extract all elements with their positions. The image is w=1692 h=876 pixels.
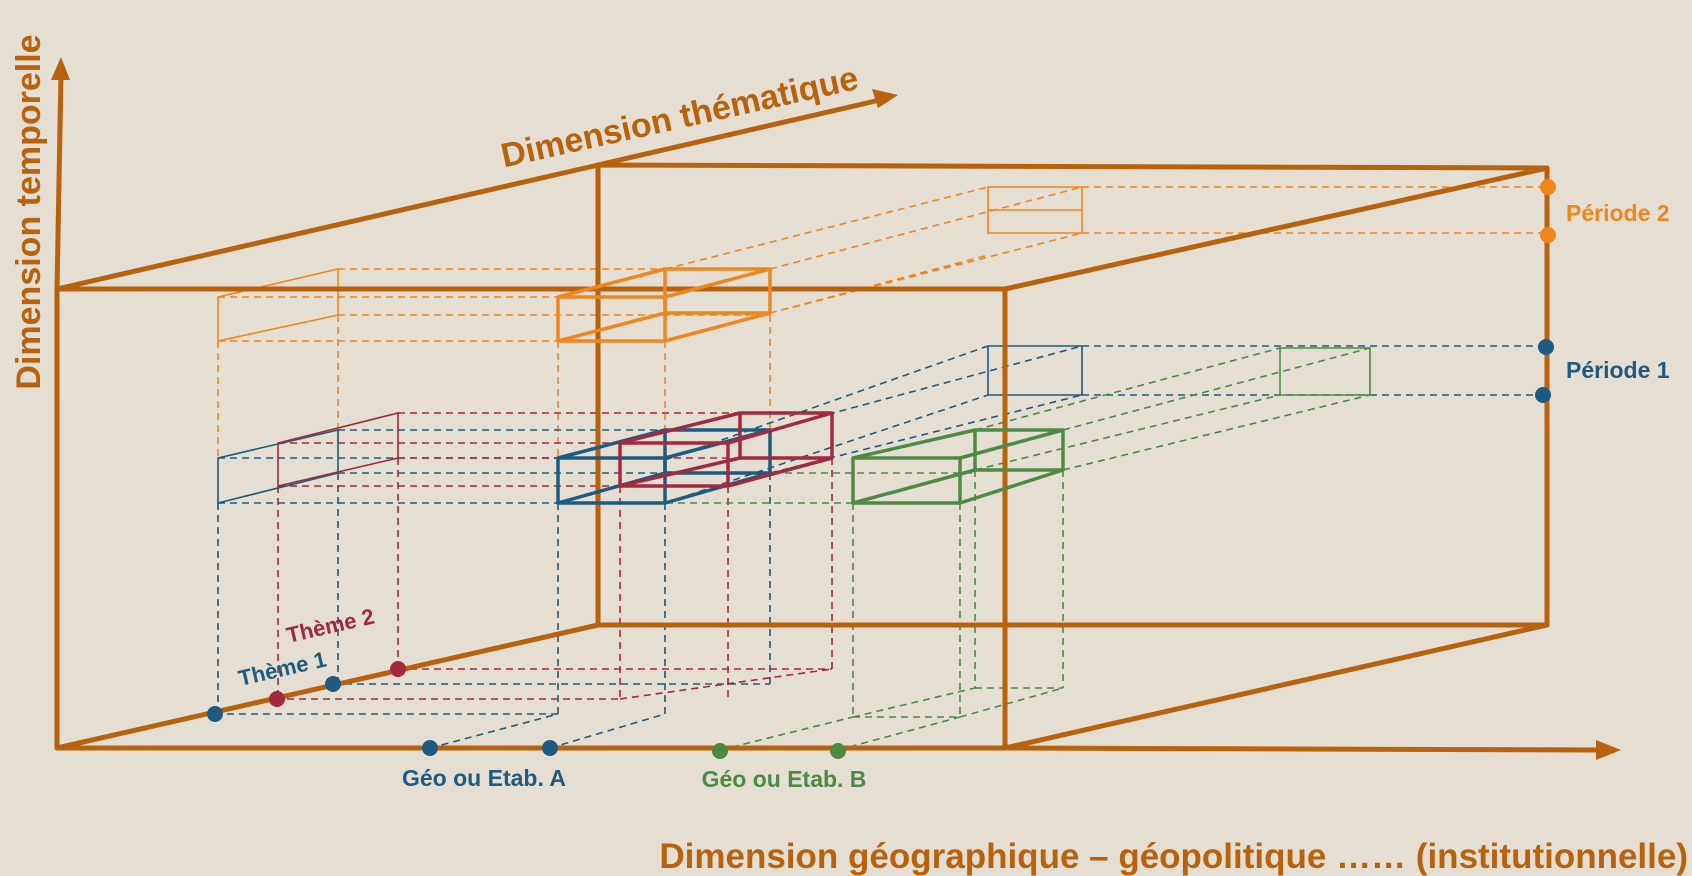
axes — [51, 57, 1621, 760]
faded-box-periode2-theme2 — [987, 186, 1083, 234]
geoB-label: Géo ou Etab. B — [702, 766, 867, 792]
dot-theme2-start — [269, 691, 285, 707]
geographic-axis-label: Dimension géographique – géopolitique ……… — [659, 837, 1688, 876]
dot-periode1-bottom — [1535, 387, 1551, 403]
temporal-axis-arrowhead — [51, 57, 70, 80]
dot-geoB-end — [830, 743, 846, 759]
dot-periode2-top — [1540, 179, 1556, 195]
thematic-axis-arrowhead — [872, 89, 898, 108]
temporal-axis — [54, 71, 64, 292]
faded-box-periode1-blue — [217, 345, 1083, 505]
box-periode1-theme1 — [556, 428, 772, 505]
geographic-axis — [1002, 745, 1603, 753]
box-periode2 — [556, 267, 772, 343]
dots — [207, 179, 1556, 759]
faded-box-geoB — [1279, 347, 1371, 396]
geoA-label: Géo ou Etab. A — [402, 765, 566, 791]
box-periode1-geoB — [851, 428, 1065, 505]
geographic-axis-arrowhead — [1596, 740, 1621, 760]
dot-theme1-start — [207, 706, 223, 722]
faded-box-theme2 — [277, 411, 399, 488]
dot-periode2-bottom — [1540, 227, 1556, 243]
thematic-axis — [595, 97, 883, 168]
theme1-label: Thème 1 — [236, 646, 329, 690]
dot-periode1-top — [1538, 339, 1554, 355]
projection-lines — [215, 186, 1548, 751]
theme2-label: Thème 2 — [284, 603, 377, 647]
faded-boxes — [217, 186, 1371, 505]
dot-geoA-end — [542, 740, 558, 756]
dot-geoA-start — [422, 740, 438, 756]
temporal-axis-label: Dimension temporelle — [10, 34, 48, 389]
faded-box-periode2-theme1 — [217, 267, 339, 342]
box-periode1-theme2 — [618, 411, 834, 488]
dot-geoB-start — [712, 743, 728, 759]
dot-theme1-end — [325, 676, 341, 692]
dot-theme2-end — [390, 661, 406, 677]
periode1-label: Période 1 — [1566, 357, 1670, 383]
periode2-label: Période 2 — [1566, 200, 1670, 226]
